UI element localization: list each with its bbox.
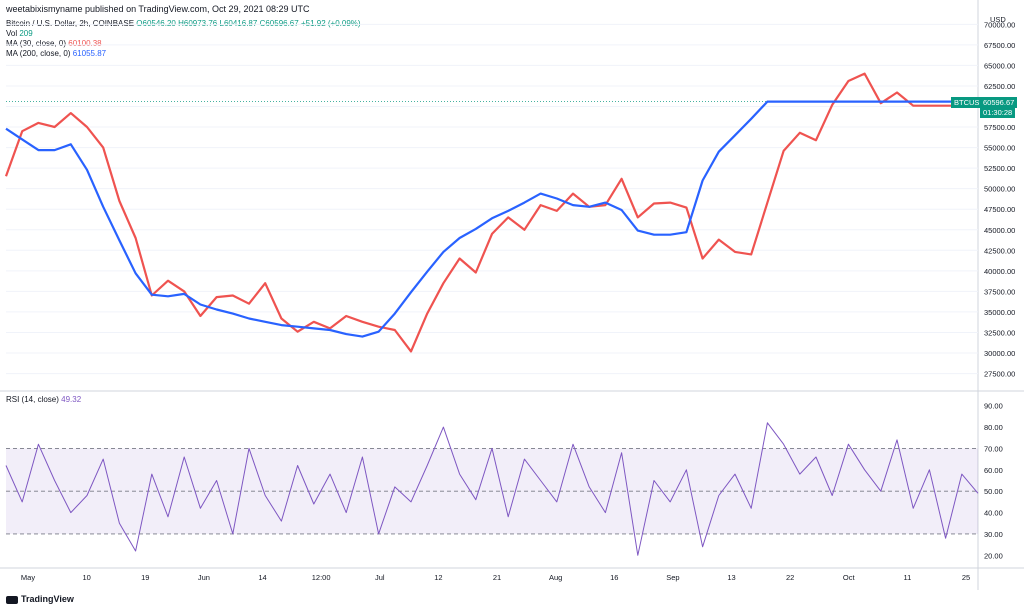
- price-tick-label: 55000.00: [984, 144, 1015, 153]
- tradingview-footer: TradingView: [6, 594, 74, 604]
- price-tick-label: 45000.00: [984, 226, 1015, 235]
- ma200-line: [5, 100, 978, 338]
- low-value: L60416.87: [219, 19, 258, 28]
- volume-row[interactable]: Vol 209: [6, 29, 361, 39]
- last-price-tag: 60596.67: [980, 96, 1018, 108]
- symbol-name[interactable]: Bitcoin / U.S. Dollar, 2h, COINBASE: [6, 19, 135, 28]
- ma200-row[interactable]: MA (200, close, 0) 61055.87: [6, 49, 361, 59]
- time-tick-label: 19: [141, 573, 149, 582]
- rsi-label: RSI (14, close): [6, 395, 59, 404]
- price-tick-label: 67500.00: [984, 41, 1015, 50]
- time-tick-label: 12: [434, 573, 442, 582]
- price-tick-label: 40000.00: [984, 267, 1015, 276]
- price-tick-label: 35000.00: [984, 308, 1015, 317]
- rsi-tick-label: 30.00: [984, 530, 1003, 539]
- price-tick-label: 32500.00: [984, 328, 1015, 337]
- time-tick-label: Aug: [549, 573, 562, 582]
- price-tick-label: 37500.00: [984, 287, 1015, 296]
- time-tick-label: 13: [727, 573, 735, 582]
- ma30-row[interactable]: MA (30, close, 0) 60100.38: [6, 39, 361, 49]
- ma30-value: 60100.38: [68, 39, 102, 48]
- high-value: H60973.76: [178, 19, 218, 28]
- time-tick-label: 25: [962, 573, 970, 582]
- time-tick-label: May: [21, 573, 35, 582]
- time-tick-label: 12:00: [312, 573, 331, 582]
- price-tick-label: 65000.00: [984, 61, 1015, 70]
- time-tick-label: 14: [258, 573, 266, 582]
- rsi-tick-label: 70.00: [984, 444, 1003, 453]
- volume-value: 209: [19, 29, 33, 38]
- time-tick-label: 10: [82, 573, 90, 582]
- time-tick-label: Sep: [666, 573, 679, 582]
- price-tick-label: 42500.00: [984, 246, 1015, 255]
- time-tick-label: Jun: [198, 573, 210, 582]
- price-tick-label: 62500.00: [984, 82, 1015, 91]
- price-tick-label: 50000.00: [984, 185, 1015, 194]
- symbol-row: Bitcoin / U.S. Dollar, 2h, COINBASE O605…: [6, 19, 361, 29]
- rsi-tick-label: 90.00: [984, 402, 1003, 411]
- change-value: +51.92 (+0.09%): [300, 19, 361, 28]
- rsi-tick-label: 80.00: [984, 423, 1003, 432]
- ma30-label: MA (30, close, 0): [6, 39, 67, 48]
- tradingview-logo-icon: [6, 595, 18, 604]
- price-tick-label: 30000.00: [984, 349, 1015, 358]
- open-value: O60546.20: [136, 19, 176, 28]
- time-tick-label: Oct: [843, 573, 856, 582]
- publisher-line: weetabixismyname published on TradingVie…: [6, 4, 310, 14]
- main-legend: Bitcoin / U.S. Dollar, 2h, COINBASE O605…: [6, 19, 361, 59]
- time-tick-label: Jul: [375, 573, 385, 582]
- time-tick-label: 22: [786, 573, 794, 582]
- currency-label: USD: [990, 15, 1006, 24]
- ma200-label: MA (200, close, 0): [6, 49, 71, 58]
- price-tick-label: 47500.00: [984, 205, 1015, 214]
- footer-label: TradingView: [21, 594, 74, 604]
- rsi-tick-label: 40.00: [984, 509, 1003, 518]
- bar-countdown-tag: 01:30:28: [980, 106, 1016, 118]
- rsi-legend[interactable]: RSI (14, close) 49.32: [6, 395, 81, 404]
- price-tick-label: 27500.00: [984, 370, 1015, 379]
- ma30-line: [4, 72, 978, 353]
- time-tick-label: 11: [903, 573, 911, 582]
- volume-label: Vol: [6, 29, 18, 38]
- price-tick-label: 70000.00: [984, 20, 1015, 29]
- time-tick-label: 21: [493, 573, 501, 582]
- price-tick-label: 52500.00: [984, 164, 1015, 173]
- time-tick-label: 16: [610, 573, 618, 582]
- price-tick-label: 57500.00: [984, 123, 1015, 132]
- rsi-tick-label: 50.00: [984, 487, 1003, 496]
- symbol-price-tag: BTCUSD: [951, 96, 988, 108]
- rsi-line: [5, 422, 979, 556]
- ma200-value: 61055.87: [72, 49, 107, 58]
- rsi-value: 49.32: [61, 395, 82, 404]
- close-value: C60596.67: [259, 19, 299, 28]
- rsi-tick-label: 60.00: [984, 466, 1003, 475]
- rsi-tick-label: 20.00: [984, 551, 1003, 560]
